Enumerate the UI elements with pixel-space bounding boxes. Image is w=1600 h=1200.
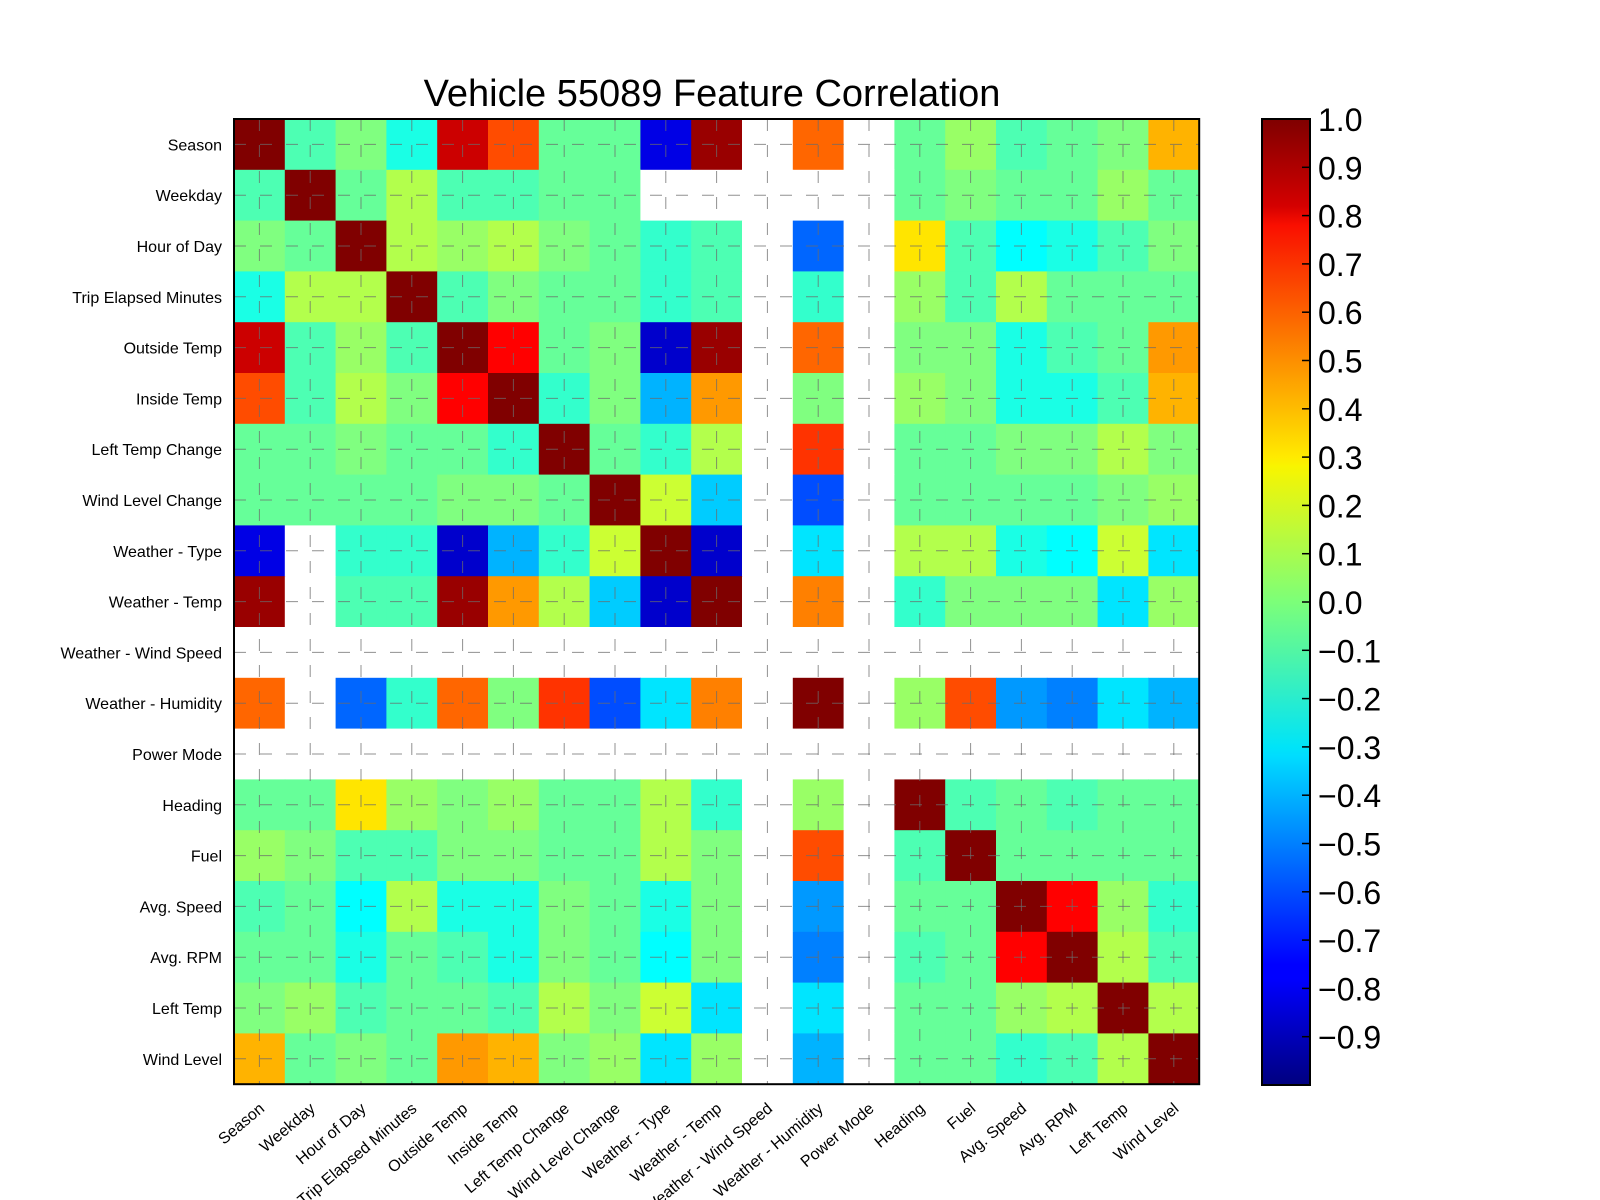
row-labels: Season Weekday Hour of Day Trip Elapsed Min… [60,137,222,1068]
row-label: Wind Level Change [82,493,222,510]
row-label: Weather - Humidity [85,696,222,713]
row-label: Weather - Temp [109,595,222,612]
colorbar-tick-label: −0.5 [1318,827,1381,863]
heatmap-cells [234,119,1200,1085]
colorbar-tick-label: −0.6 [1318,875,1381,911]
colorbar-tick-label: 0.3 [1318,440,1362,476]
row-label: Fuel [191,849,222,866]
row-label: Weather - Type [113,544,222,561]
colorbar-tick-label: 0.7 [1318,247,1362,283]
row-label: Weather - Wind Speed [60,645,222,662]
colorbar-ticks: 1.0 0.9 0.8 0.7 0.6 0.5 0.4 0.3 0.2 0.1 0.0 −0.1 −0.… [1302,102,1381,1056]
colorbar-tick-label: 1.0 [1318,102,1362,138]
colorbar-tick-label: 0.5 [1318,344,1362,380]
colorbar-tick-label: 0.2 [1318,488,1362,524]
row-label: Avg. Speed [140,899,222,916]
row-label: Hour of Day [137,239,222,256]
row-label: Weekday [156,188,222,205]
colorbar-tick-label: 0.8 [1318,199,1362,235]
row-label: Left Temp [152,1001,222,1018]
row-label: Trip Elapsed Minutes [72,290,222,307]
colorbar-tick-label: 0.6 [1318,295,1362,331]
colorbar-tick-label: 0.9 [1318,150,1362,186]
heatmap-gridlines [234,119,1200,1085]
row-label: Outside Temp [124,341,223,358]
plot-frame [233,118,1201,1086]
row-label: Inside Temp [136,391,222,408]
colorbar-tick-label: −0.3 [1318,730,1381,766]
colorbar-tick-label: 0.0 [1318,585,1362,621]
column-label: Weather - Temp [628,1100,726,1186]
column-label: Weather - Type [580,1100,674,1183]
colorbar-tick-label: −0.2 [1318,682,1381,718]
colorbar-tick-label: −0.8 [1318,971,1381,1007]
colorbar-tick-label: −0.4 [1318,778,1381,814]
row-label: Season [168,137,222,154]
row-label: Avg. RPM [150,950,222,967]
colorbar-tick-label: −0.7 [1318,923,1381,959]
colorbar-tick-label: 0.1 [1318,537,1362,573]
colorbar-tick-label: −0.9 [1318,1020,1381,1056]
column-label: Fuel [944,1100,979,1133]
row-label: Power Mode [132,747,222,764]
column-label: Heading [872,1100,929,1151]
colorbar-tick-label: −0.1 [1318,633,1381,669]
chart-title: Vehicle 55089 Feature Correlation [424,73,1001,115]
colorbar-tick-label: 0.4 [1318,392,1362,428]
row-label: Wind Level [143,1052,222,1069]
row-label: Left Temp Change [92,442,223,459]
row-label: Heading [162,798,222,815]
